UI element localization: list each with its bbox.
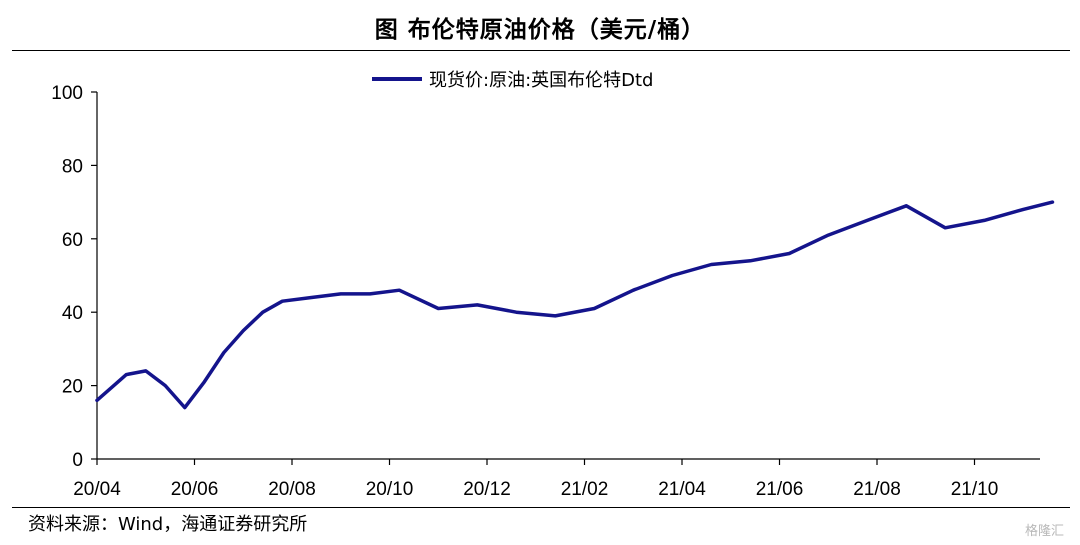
- series-point: [788, 252, 791, 255]
- chart-legend: 现货价:原油:英国布伦特Dtd: [372, 70, 653, 91]
- top-rule: [12, 50, 1070, 51]
- series-point: [554, 314, 557, 318]
- x-tick-label: 20/06: [171, 479, 219, 500]
- series-point: [749, 259, 752, 262]
- series-point: [437, 307, 440, 310]
- y-tick-label: 60: [62, 230, 83, 251]
- series-point: [632, 289, 635, 292]
- source-note: 资料来源：Wind，海通证券研究所: [28, 514, 308, 535]
- series-point: [1051, 200, 1054, 204]
- series-point: [203, 380, 206, 384]
- series-point: [144, 369, 147, 373]
- series-point: [710, 263, 713, 266]
- plot-area: [95, 200, 1055, 410]
- x-tick-label: 21/06: [756, 479, 804, 500]
- x-tick-label: 20/12: [463, 479, 511, 500]
- series-point: [164, 384, 167, 387]
- x-tick-label: 20/10: [366, 479, 414, 500]
- series-point: [183, 406, 186, 409]
- bottom-rule: [12, 507, 1070, 508]
- x-tick-label: 20/04: [73, 479, 121, 500]
- series-point: [310, 296, 313, 299]
- series-point: [242, 329, 245, 332]
- series-point: [905, 204, 908, 207]
- x-tick-label: 21/08: [853, 479, 901, 500]
- series-line: [95, 200, 1055, 410]
- series-point: [515, 311, 518, 314]
- series-point: [125, 373, 128, 376]
- series-point: [866, 219, 869, 222]
- y-tick-label: 100: [51, 83, 83, 104]
- series-point: [593, 307, 596, 310]
- x-tick-label: 20/08: [268, 479, 316, 500]
- series-point: [261, 311, 264, 314]
- series-point: [944, 226, 947, 229]
- chart-axes: 0 20 40 60 80 100 20/04 20/06 20/08 20/10 20/12 21/…: [51, 83, 1040, 500]
- series-point: [983, 219, 986, 222]
- legend-label: 现货价:原油:英国布伦特Dtd: [429, 70, 653, 91]
- series-point: [222, 351, 225, 354]
- chart-title: 图 布伦特原油价格（美元/桶）: [374, 17, 706, 43]
- series-point: [476, 303, 479, 307]
- series-point: [281, 300, 284, 303]
- y-tick-label: 40: [62, 303, 83, 324]
- series-point: [95, 399, 99, 402]
- y-tick-label: 0: [72, 450, 83, 471]
- y-tick-label: 80: [62, 156, 83, 177]
- series-point: [368, 292, 372, 296]
- series-point: [339, 292, 342, 296]
- x-tick-label: 21/02: [561, 479, 609, 500]
- y-tick-label: 20: [62, 377, 83, 398]
- x-tick-label: 21/04: [658, 479, 706, 500]
- x-tick-label: 21/10: [951, 479, 999, 500]
- series-point: [398, 289, 401, 292]
- watermark-logo: 格隆汇: [1024, 524, 1064, 539]
- series-point: [827, 233, 830, 237]
- series-point: [1022, 208, 1025, 211]
- series-point: [671, 274, 674, 277]
